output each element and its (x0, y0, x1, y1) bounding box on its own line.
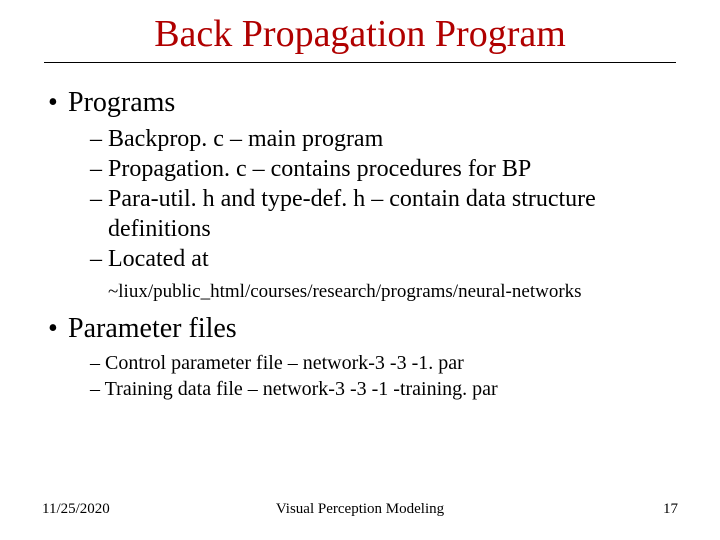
bullet-dot-icon: • (48, 311, 68, 346)
footer-center: Visual Perception Modeling (42, 501, 678, 518)
item-text: Para-util. h and type-def. h – contain d… (108, 186, 596, 242)
section1-heading-text: Programs (68, 87, 175, 118)
bullet-dot-icon: • (48, 85, 68, 120)
item-text: Training data file – network-3 -3 -1 -tr… (105, 378, 498, 400)
item-text: Located at (108, 246, 209, 272)
section-heading-programs: •Programs (48, 85, 680, 120)
slide-title: Back Propagation Program (40, 12, 680, 56)
list-item: – Backprop. c – main program (90, 124, 670, 154)
item-text: Propagation. c – contains procedures for… (108, 156, 531, 182)
list-item: – Para-util. h and type-def. h – contain… (90, 184, 670, 244)
slide-container: Back Propagation Program •Programs – Bac… (0, 0, 720, 540)
title-underline (44, 62, 676, 63)
path-text: ~liux/public_html/courses/research/progr… (108, 280, 680, 305)
section-heading-parameter-files: •Parameter files (48, 311, 680, 346)
section2-heading-text: Parameter files (68, 313, 237, 344)
item-text: Backprop. c – main program (108, 126, 383, 152)
slide-footer: 11/25/2020 Visual Perception Modeling 17 (0, 501, 720, 518)
footer-page-number: 17 (663, 501, 678, 518)
list-item: – Propagation. c – contains procedures f… (90, 154, 670, 184)
footer-date: 11/25/2020 (42, 501, 110, 518)
list-item: – Located at (90, 244, 670, 274)
item-text: Control parameter file – network-3 -3 -1… (105, 352, 464, 374)
list-item: – Training data file – network-3 -3 -1 -… (90, 376, 670, 402)
list-item: – Control parameter file – network-3 -3 … (90, 350, 670, 376)
